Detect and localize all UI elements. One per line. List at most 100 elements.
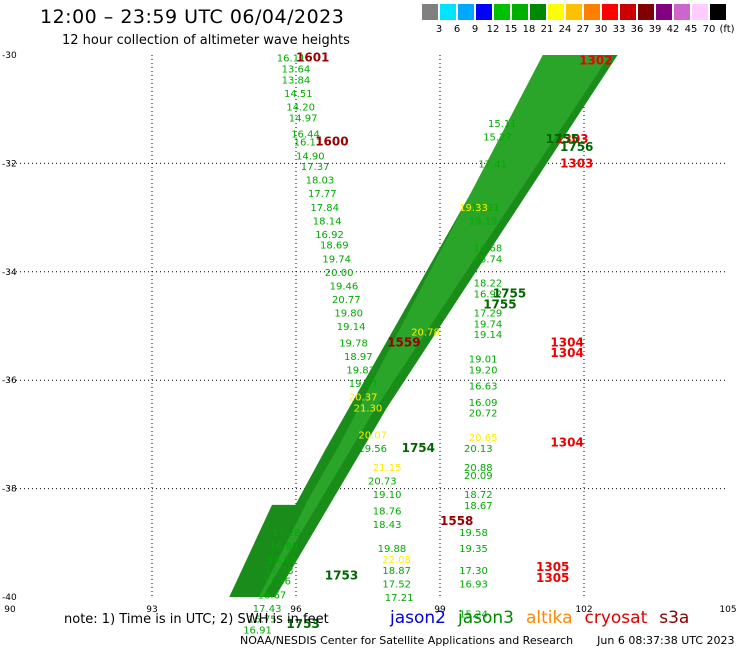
color-scale-label: 27 [576,24,590,35]
color-scale-swatch [602,4,618,20]
data-point-label: 16.63 [469,382,498,393]
data-point-label: 13.64 [282,65,311,76]
data-point-label: 1304 [550,335,583,349]
data-point-label: 20.78 [411,327,440,338]
data-point-label: 17.28 [272,528,301,539]
data-point-label: 1305 [536,571,569,585]
data-point-label: 20.72 [469,409,498,420]
credit-text: NOAA/NESDIS Center for Satellite Applica… [240,634,574,647]
color-scale-swatch [530,4,546,20]
color-scale-swatch [548,4,564,20]
satellite-legend: jason2 jason3 altika cryosat s3a [390,608,701,628]
data-point-label: 1600 [315,135,348,149]
data-point-label: 18.69 [320,241,349,252]
data-point-label: 17.52 [382,579,411,590]
data-point-label: 1559 [387,335,420,349]
data-point-label: 18.76 [373,506,402,517]
data-point-label: 19.46 [330,281,359,292]
data-point-label: 20.13 [464,444,493,455]
data-point-label: 16.75 [248,615,277,626]
color-scale-swatch [620,4,636,20]
color-scale-label: 70 [702,24,716,35]
data-point-label: 19.20 [469,365,498,376]
data-point-label: 16.67 [258,590,287,601]
data-point-label: 19.78 [339,338,368,349]
color-scale-label: 12 [486,24,500,35]
legend-item-jason3: jason3 [458,608,514,628]
y-tick-label: -34 [2,268,17,278]
data-point-label: 15.27 [483,132,512,143]
color-scale-swatch [566,4,582,20]
y-tick-label: -32 [2,159,17,169]
data-point-label: 19.56 [358,444,387,455]
color-scale-label: 21 [540,24,554,35]
x-tick-label: 96 [290,605,302,615]
y-tick-label: -40 [2,593,17,603]
chart-title: 12:00 – 23:59 UTC 06/04/2023 [40,6,345,28]
data-point-label: 19.33 [459,203,488,214]
data-point-label: 18.72 [464,490,493,501]
x-tick-label: 99 [434,605,446,615]
data-point-label: 1754 [402,441,435,455]
data-point-label: 19.83 [346,365,375,376]
data-point-label: 1755 [493,286,526,300]
data-point-label: 16.92 [315,230,344,241]
data-point-label: 17.36 [262,577,291,588]
plot-frame [8,55,728,597]
color-scale-label: 15 [504,24,518,35]
color-scale-label: 18 [522,24,536,35]
track-swath-jason3-inner [252,55,608,597]
data-point-label: 19.80 [334,308,363,319]
data-point-label: 18.67 [464,501,493,512]
data-point-label: 17.21 [471,203,500,214]
data-point-label: 20.65 [469,433,498,444]
data-point-label: 16.11 [277,54,306,65]
data-point-label: 19.17 [349,379,378,390]
data-point-label: 16.92 [474,289,503,300]
data-point-label: 16.09 [469,398,498,409]
data-point-label: 16.68 [474,243,503,254]
data-point-label: 19.74 [474,319,503,330]
data-point-label: 16.91 [243,626,272,637]
data-point-label: 1304 [550,346,583,360]
data-point-label: 20.07 [358,430,387,441]
data-point-label: 1756 [560,140,593,154]
data-point-label: 14.51 [284,89,313,100]
data-point-label: 16.83 [267,555,296,566]
color-scale-swatch [494,4,510,20]
color-scale-label: 6 [453,24,461,35]
data-point-label: 15.74 [474,254,503,265]
legend-item-s3a: s3a [659,608,690,628]
data-point-label: 16.93 [459,579,488,590]
track-layer [229,55,618,597]
y-tick-label: -38 [2,485,17,495]
data-point-label: 20.37 [349,392,378,403]
data-point-label: 20.77 [332,295,361,306]
data-point-label: 17.29 [474,308,503,319]
data-point-label: 14.97 [289,113,318,124]
data-point-label: 17.21 [385,593,414,604]
data-point-label: 19.14 [474,330,503,341]
data-point-label: 17.84 [310,203,339,214]
data-point-label: 1753 [325,568,358,582]
color-scale-swatch [458,4,474,20]
data-point-label: 20.00 [325,268,354,279]
data-point-label: 16.11 [294,138,323,149]
y-tick-label: -30 [2,51,17,61]
data-point-label: 1558 [440,514,473,528]
data-point-label: 17.77 [308,189,337,200]
data-point-label: 20.73 [368,476,397,487]
track-swath-lower [229,504,306,597]
data-point-label: 17.30 [459,566,488,577]
data-point-label: 20.09 [464,471,493,482]
data-point-label: 1753 [286,617,319,631]
data-point-label: 17.43 [253,604,282,615]
color-scale-swatch [584,4,600,20]
data-point-label: 15.11 [488,119,517,130]
color-scale-swatch [476,4,492,20]
data-point-label: 19.01 [469,355,498,366]
data-point-label: 1305 [536,560,569,574]
data-point-label: 18.22 [474,279,503,290]
legend-item-cryosat: cryosat [584,608,648,628]
